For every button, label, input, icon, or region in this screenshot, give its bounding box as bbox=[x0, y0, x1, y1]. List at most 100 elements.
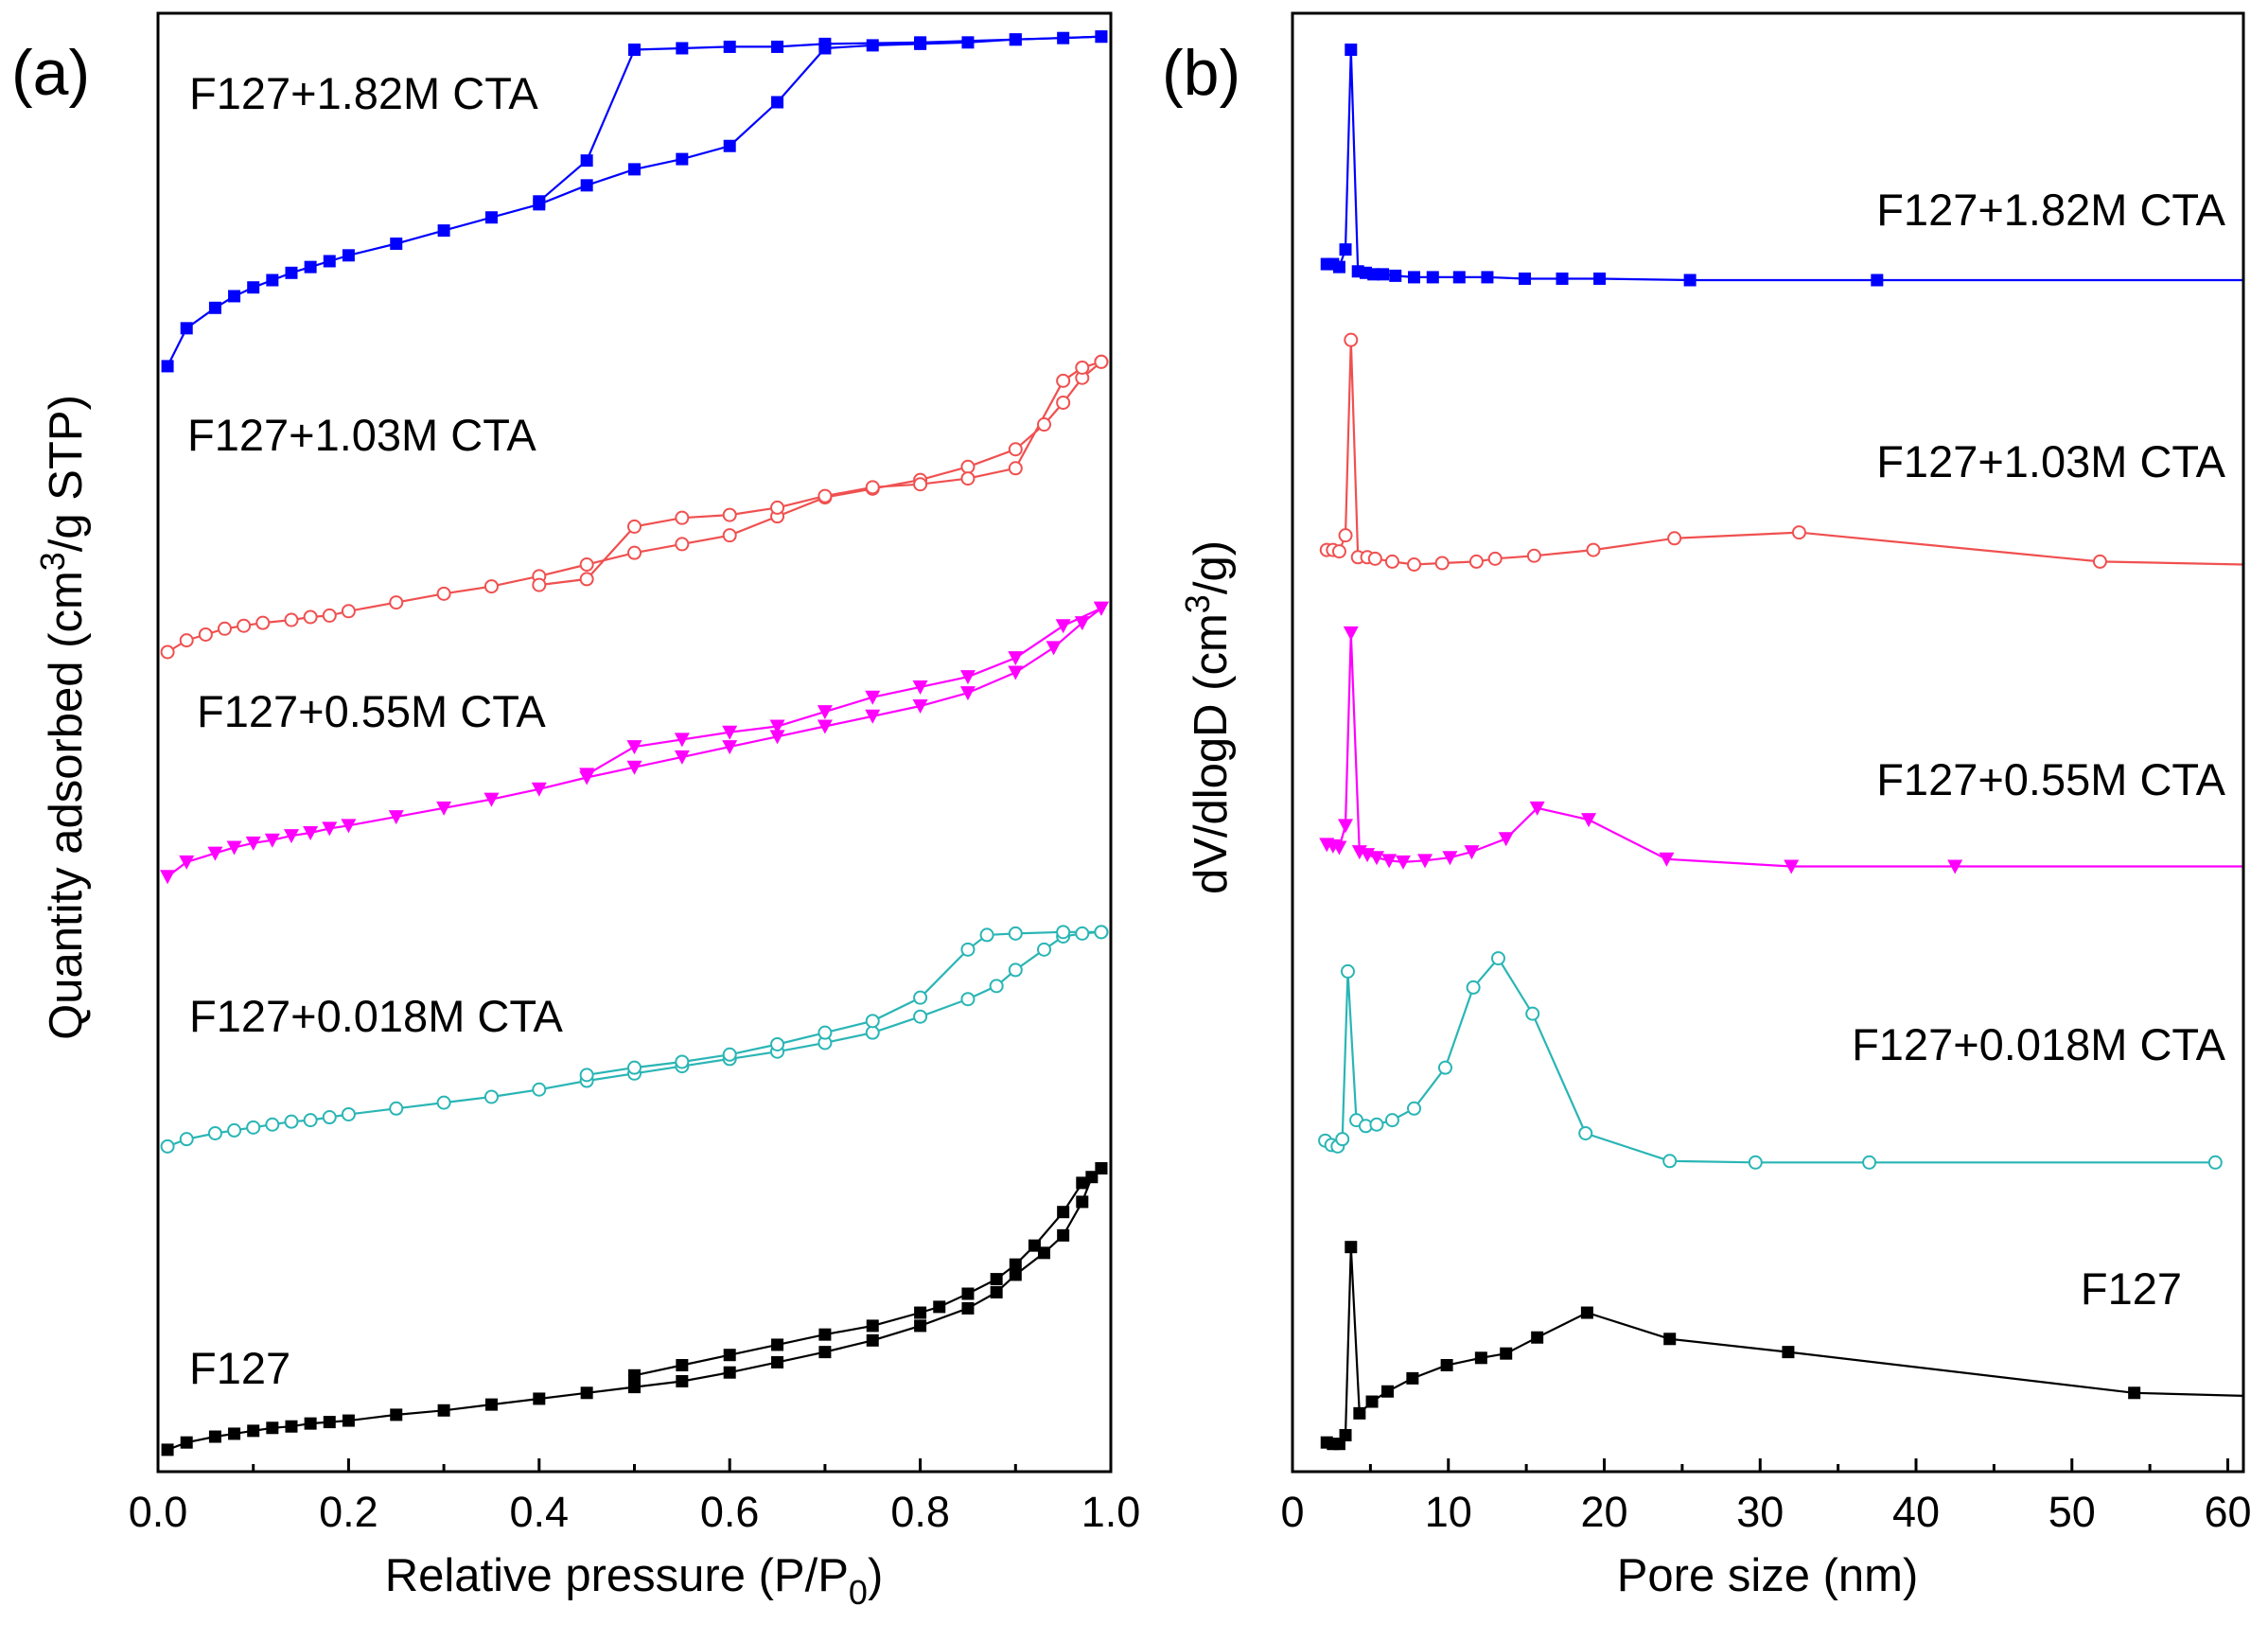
panel-a-f127-adsorption-point bbox=[1057, 1228, 1070, 1242]
panel-a-f127-1-82m-cta-adsorption-point bbox=[1057, 31, 1070, 44]
panel-a-f127-0-55m-cta-desorption-point bbox=[769, 719, 785, 734]
panel-b-f127-1-03m-cta-distribution-point bbox=[1667, 531, 1682, 546]
panel-a-f127-1-82m-cta-adsorption-point bbox=[390, 237, 403, 250]
panel-a-f127-1-82m-cta-adsorption-point bbox=[323, 255, 336, 268]
panel-b-f127-0-55m-cta-distribution-point bbox=[1529, 801, 1545, 816]
panel-a-f127-0-018m-cta-adsorption-point bbox=[960, 992, 976, 1007]
panel-a-f127-0-55m-cta-desorption-point bbox=[865, 690, 881, 705]
panel-b-f127-distribution-point bbox=[1345, 1241, 1358, 1254]
panel-a-f127-0-55m-cta-desorption-point bbox=[626, 740, 642, 755]
panel-b-f127-0-55m-cta-distribution-point bbox=[1368, 851, 1384, 866]
panel-a-f127-0-55m-cta-adsorption-point bbox=[245, 836, 261, 851]
panel-a-f127-adsorption-point bbox=[961, 1301, 975, 1315]
panel-a-f127-adsorption-point bbox=[1009, 1268, 1022, 1281]
panel-a-f127-0-55m-cta-adsorption-point bbox=[1074, 616, 1090, 631]
panel-a-f127-adsorption-point bbox=[228, 1427, 241, 1440]
panel-a-f127-adsorption-point bbox=[676, 1374, 689, 1387]
panel-a-f127-adsorption-point bbox=[1038, 1246, 1051, 1260]
panel-b-f127-1-03m-cta-distribution-point bbox=[1526, 548, 1541, 563]
panel-a-f127-adsorption-point bbox=[818, 1346, 832, 1359]
panel-a-f127-0-018m-cta-adsorption-point bbox=[436, 1095, 451, 1110]
panel-a-f127-1-03m-cta-adsorption-point bbox=[436, 586, 451, 601]
panel-a-f127-series bbox=[161, 1161, 1108, 1457]
panel-a-f127-1-82m-cta-adsorption-point bbox=[723, 139, 736, 152]
panel-a-f127-0-55m-cta-adsorption-point bbox=[436, 801, 452, 816]
panel-a-f127-1-03m-cta-adsorption-point bbox=[303, 609, 318, 625]
panel-a-f127-1-82m-cta-adsorption-point bbox=[180, 322, 193, 335]
panel-a-f127-1-82m-cta-adsorption-point bbox=[161, 360, 174, 373]
panel-a-f127-1-03m-cta-desorption-point bbox=[579, 572, 594, 587]
panel-a-f127-1-82m-cta-adsorption-point bbox=[961, 36, 975, 49]
panel-b-x-tick-label: 60 bbox=[2204, 1488, 2251, 1536]
panel-a-f127-adsorption-point bbox=[285, 1420, 298, 1433]
panel-b-f127-0-55m-cta-distribution-point bbox=[1338, 819, 1354, 834]
panel-a-f127-adsorption-point bbox=[723, 1366, 736, 1379]
panel-a-f127-0-018m-cta-adsorption-point bbox=[179, 1132, 194, 1147]
panel-a-f127-1-82m-cta-desorption-point bbox=[818, 37, 832, 50]
panel-b-f127-0-55m-cta-distribution-point bbox=[1331, 840, 1347, 856]
panel-a-f127-0-55m-cta-adsorption-point bbox=[283, 829, 299, 844]
panel-a-y-axis-label: Quantity adsorbed (cm3/g STP) bbox=[33, 395, 92, 1040]
panel-a-f127-0-55m-cta-adsorption-point bbox=[959, 686, 976, 701]
panel-a-f127-1-82m-cta-adsorption-point bbox=[285, 266, 298, 279]
panel-a-f127-0-018m-cta-adsorption-point bbox=[322, 1110, 337, 1125]
panel-b-f127-0-018m-cta-series bbox=[1318, 951, 2223, 1170]
panel-a-f127-0-55m-cta-adsorption-point bbox=[1008, 665, 1024, 680]
panel-a-f127-0-018m-cta-adsorption-point bbox=[1037, 942, 1052, 957]
panel-a-f127-1-03m-cta-adsorption-point bbox=[341, 604, 356, 619]
panel-a-x-axis-label: Relative pressure (P/P0) bbox=[385, 1550, 884, 1612]
panel-b-f127-1-82m-cta-distribution-point bbox=[1367, 268, 1380, 281]
panel-a-f127-0-018m-cta-adsorption-point bbox=[265, 1117, 280, 1132]
panel-b-f127-distribution-point bbox=[1531, 1331, 1544, 1344]
panel-b-x-tick-label: 50 bbox=[2048, 1488, 2096, 1536]
panel-a-f127-desorption-point bbox=[676, 1359, 689, 1372]
panel-b-f127-0-018m-cta-distribution-point bbox=[1862, 1155, 1877, 1170]
panel-a-f127-adsorption-point bbox=[990, 1285, 1003, 1298]
panel-b-f127-distribution-point bbox=[1580, 1306, 1593, 1319]
panel-b-f127-distribution-point bbox=[1500, 1347, 1513, 1360]
panel-a-f127-1-82m-cta-series bbox=[161, 30, 1108, 373]
panel-a-f127-0-55m-cta-desorption-point bbox=[959, 670, 976, 685]
panel-a-f127-0-018m-cta-adsorption-point bbox=[1008, 962, 1023, 978]
panel-b-f127-1-82m-cta-distribution-point bbox=[1452, 271, 1466, 284]
panel-a-f127-0-55m-cta-desorption-point bbox=[579, 768, 595, 783]
panel-a-f127-1-03m-cta-desorption-line bbox=[538, 361, 1102, 587]
panel-b-f127-0-018m-cta-distribution-point bbox=[1407, 1101, 1422, 1116]
panel-a-f127-desorption-point bbox=[723, 1349, 736, 1362]
panel-a-f127-0-018m-cta-desorption-point bbox=[675, 1054, 690, 1069]
panel-a-f127-label: F127 bbox=[189, 1343, 290, 1393]
panel-a-f127-0-018m-cta-desorption-point bbox=[1008, 926, 1023, 941]
panel-b-f127-distribution-point bbox=[2128, 1386, 2141, 1400]
panel-b-f127-distribution-point bbox=[1474, 1351, 1487, 1365]
panel-a-f127-1-03m-cta-adsorption-point bbox=[627, 545, 642, 560]
panel-b-x-ticks: 0 10 20 30 40 50 60 bbox=[1280, 1458, 2252, 1536]
panel-b-f127-1-03m-cta-distribution-point bbox=[1468, 554, 1484, 569]
panel-a-x-tick-label: 0.6 bbox=[700, 1488, 760, 1536]
panel-a-f127-0-55m-cta-adsorption-point bbox=[483, 792, 500, 807]
panel-b-f127-distribution-point bbox=[1365, 1395, 1379, 1408]
panel-a-f127-1-82m-cta-adsorption-point bbox=[208, 301, 221, 314]
panel-b-series-labels: F127+1.82M CTA F127+1.03M CTA F127+0.55M C… bbox=[1852, 185, 2226, 1314]
panel-a-f127-0-55m-cta-desorption-point bbox=[1093, 601, 1109, 616]
panel-a-f127-1-82m-cta-desorption-line bbox=[538, 35, 1101, 203]
panel-a-f127-adsorption-point bbox=[266, 1421, 279, 1435]
panel-b-f127-distribution-point bbox=[1339, 1428, 1352, 1441]
panel-a-f127-1-03m-cta-label: F127+1.03M CTA bbox=[187, 410, 536, 460]
panel-a-f127-1-03m-cta-adsorption-point bbox=[483, 579, 499, 594]
panel-a-f127-0-018m-cta-adsorption-point bbox=[303, 1113, 318, 1128]
panel-a-f127-0-55m-cta-adsorption-point bbox=[674, 750, 690, 765]
panel-b-f127-0-018m-cta-distribution-point bbox=[1384, 1113, 1399, 1128]
panel-a-f127-0-55m-cta-adsorption-point bbox=[226, 840, 242, 856]
panel-b-x-tick-label: 30 bbox=[1736, 1488, 1784, 1536]
panel-a-f127-adsorption-point bbox=[342, 1414, 355, 1427]
panel-b-label: (b) bbox=[1162, 37, 1240, 109]
panel-a-f127-adsorption-point bbox=[161, 1443, 174, 1457]
panel-a-f127-1-03m-cta-desorption-point bbox=[675, 510, 690, 525]
panel-a-f127-0-018m-cta-adsorption-point bbox=[532, 1082, 547, 1097]
panel-a-f127-adsorption-point bbox=[304, 1417, 317, 1430]
panel-a-f127-0-018m-cta-desorption-point bbox=[960, 942, 976, 957]
panel-a-f127-1-03m-cta-desorption-point bbox=[1094, 354, 1109, 369]
panel-a-f127-0-55m-cta-adsorption-point bbox=[626, 760, 642, 775]
panel-a-f127-adsorption-line bbox=[167, 1167, 1102, 1451]
